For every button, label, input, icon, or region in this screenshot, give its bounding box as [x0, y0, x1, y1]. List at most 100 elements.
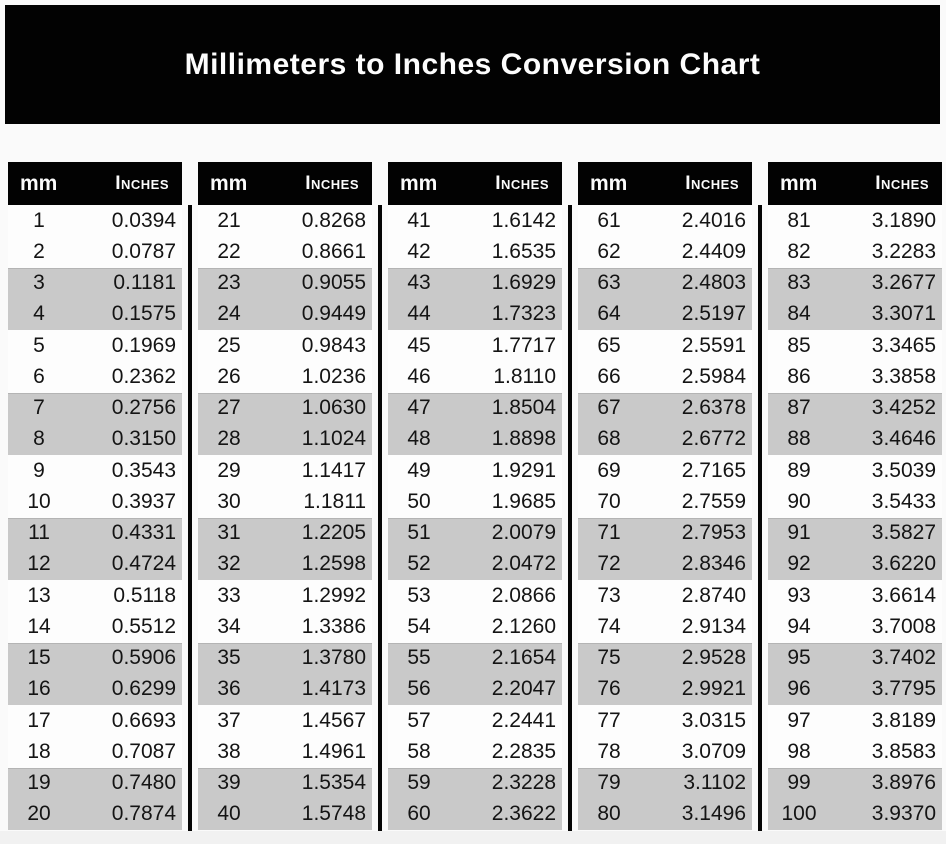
table-divider-line	[568, 205, 572, 831]
inches-value: 0.3150	[111, 427, 176, 451]
inches-value: 1.9291	[491, 458, 556, 482]
table-row: 81 3.1890	[768, 205, 942, 237]
mm-value: 28	[217, 427, 241, 451]
inches-value: 1.2992	[301, 583, 366, 607]
table-row: 4 0.1575	[8, 298, 182, 330]
mm-value: 37	[217, 708, 241, 732]
table-row: 32 1.2598	[198, 548, 372, 580]
mm-value: 68	[597, 427, 621, 451]
mm-value: 73	[597, 583, 621, 607]
mm-value: 97	[787, 708, 811, 732]
mm-value: 26	[217, 364, 241, 388]
mm-value: 38	[217, 739, 241, 763]
mm-value: 52	[407, 552, 431, 576]
inches-value: 3.7795	[871, 677, 936, 701]
inches-value: 2.7559	[681, 489, 746, 513]
inches-value: 3.0709	[681, 739, 746, 763]
table-header: mm Inches	[388, 162, 562, 205]
inches-value: 1.5748	[301, 802, 366, 826]
inches-value: 1.8110	[493, 364, 556, 388]
table-row: 48 1.8898	[388, 423, 562, 455]
inches-value: 3.5039	[871, 458, 936, 482]
inches-value: 3.0315	[681, 708, 746, 732]
inches-value: 3.3465	[871, 333, 936, 357]
inches-value: 2.6772	[681, 427, 746, 451]
table-row: 70 2.7559	[578, 486, 752, 518]
mm-value: 76	[597, 677, 621, 701]
mm-value: 22	[217, 239, 241, 263]
inches-value: 1.1417	[301, 458, 366, 482]
mm-value: 91	[787, 521, 811, 545]
inches-value: 0.3937	[111, 489, 176, 513]
inches-value: 1.6535	[491, 239, 556, 263]
mm-value: 87	[787, 396, 811, 420]
conversion-table-2: mm Inches 21 0.8268 22 0.8661 23 0.9055 24 0.9449…	[198, 162, 372, 831]
mm-value: 92	[787, 552, 811, 576]
mm-value: 24	[217, 302, 241, 326]
column-header-mm: mm	[400, 171, 438, 195]
inches-value: 0.9055	[301, 271, 366, 295]
inches-value: 0.6299	[111, 677, 176, 701]
table-row: 14 0.5512	[8, 611, 182, 643]
inches-value: 3.2677	[871, 271, 936, 295]
table-row: 30 1.1811	[198, 486, 372, 518]
table-row: 35 1.3780	[198, 642, 372, 674]
table-row: 46 1.8110	[388, 361, 562, 393]
mm-value: 4	[33, 302, 45, 326]
inches-value: 3.8976	[871, 771, 936, 795]
inches-value: 0.1969	[111, 333, 176, 357]
mm-value: 8	[33, 427, 45, 451]
inches-value: 0.6693	[111, 708, 176, 732]
table-row: 95 3.7402	[768, 642, 942, 674]
table-row: 53 2.0866	[388, 580, 562, 612]
inches-value: 1.1811	[303, 489, 366, 513]
table-row: 25 0.9843	[198, 330, 372, 362]
table-row: 50 1.9685	[388, 486, 562, 518]
mm-value: 55	[407, 646, 431, 670]
inches-value: 2.9134	[681, 614, 746, 638]
column-header-inches: Inches	[875, 172, 929, 194]
table-row: 18 0.7087	[8, 736, 182, 768]
mm-value: 77	[597, 708, 621, 732]
mm-value: 59	[407, 771, 431, 795]
table-divider-line	[378, 205, 382, 831]
inches-value: 3.3071	[871, 302, 936, 326]
table-row: 66 2.5984	[578, 361, 752, 393]
mm-value: 6	[33, 364, 45, 388]
table-row: 80 3.1496	[578, 798, 752, 830]
inches-value: 0.5512	[111, 614, 176, 638]
mm-value: 17	[27, 708, 51, 732]
table-row: 9 0.3543	[8, 455, 182, 487]
inches-value: 0.5906	[111, 646, 176, 670]
mm-value: 49	[407, 458, 431, 482]
table-divider	[182, 162, 198, 831]
table-row: 19 0.7480	[8, 767, 182, 799]
inches-value: 2.5984	[681, 364, 746, 388]
inches-value: 0.4331	[111, 521, 176, 545]
inches-value: 1.1024	[301, 427, 366, 451]
column-header-mm: mm	[20, 171, 58, 195]
column-header-mm: mm	[210, 171, 248, 195]
inches-value: 3.5433	[871, 489, 936, 513]
table-row: 92 3.6220	[768, 548, 942, 580]
mm-value: 54	[407, 614, 431, 638]
table-row: 73 2.8740	[578, 580, 752, 612]
inches-value: 0.8661	[301, 239, 366, 263]
conversion-tables: mm Inches 1 0.0394 2 0.0787 3 0.1181 4 0.1575 5 0.1…	[8, 162, 942, 831]
table-row: 100 3.9370	[768, 798, 942, 830]
inches-value: 1.0630	[301, 396, 366, 420]
inches-value: 1.4567	[301, 708, 366, 732]
mm-value: 96	[787, 677, 811, 701]
table-row: 38 1.4961	[198, 736, 372, 768]
inches-value: 3.4646	[871, 427, 936, 451]
inches-value: 2.4409	[681, 239, 746, 263]
table-row: 82 3.2283	[768, 236, 942, 268]
inches-value: 0.7480	[111, 771, 176, 795]
mm-value: 82	[787, 239, 811, 263]
inches-value: 3.7402	[871, 646, 936, 670]
mm-value: 40	[217, 802, 241, 826]
inches-value: 2.5197	[681, 302, 746, 326]
table-row: 1 0.0394	[8, 205, 182, 237]
inches-value: 0.9843	[301, 333, 366, 357]
